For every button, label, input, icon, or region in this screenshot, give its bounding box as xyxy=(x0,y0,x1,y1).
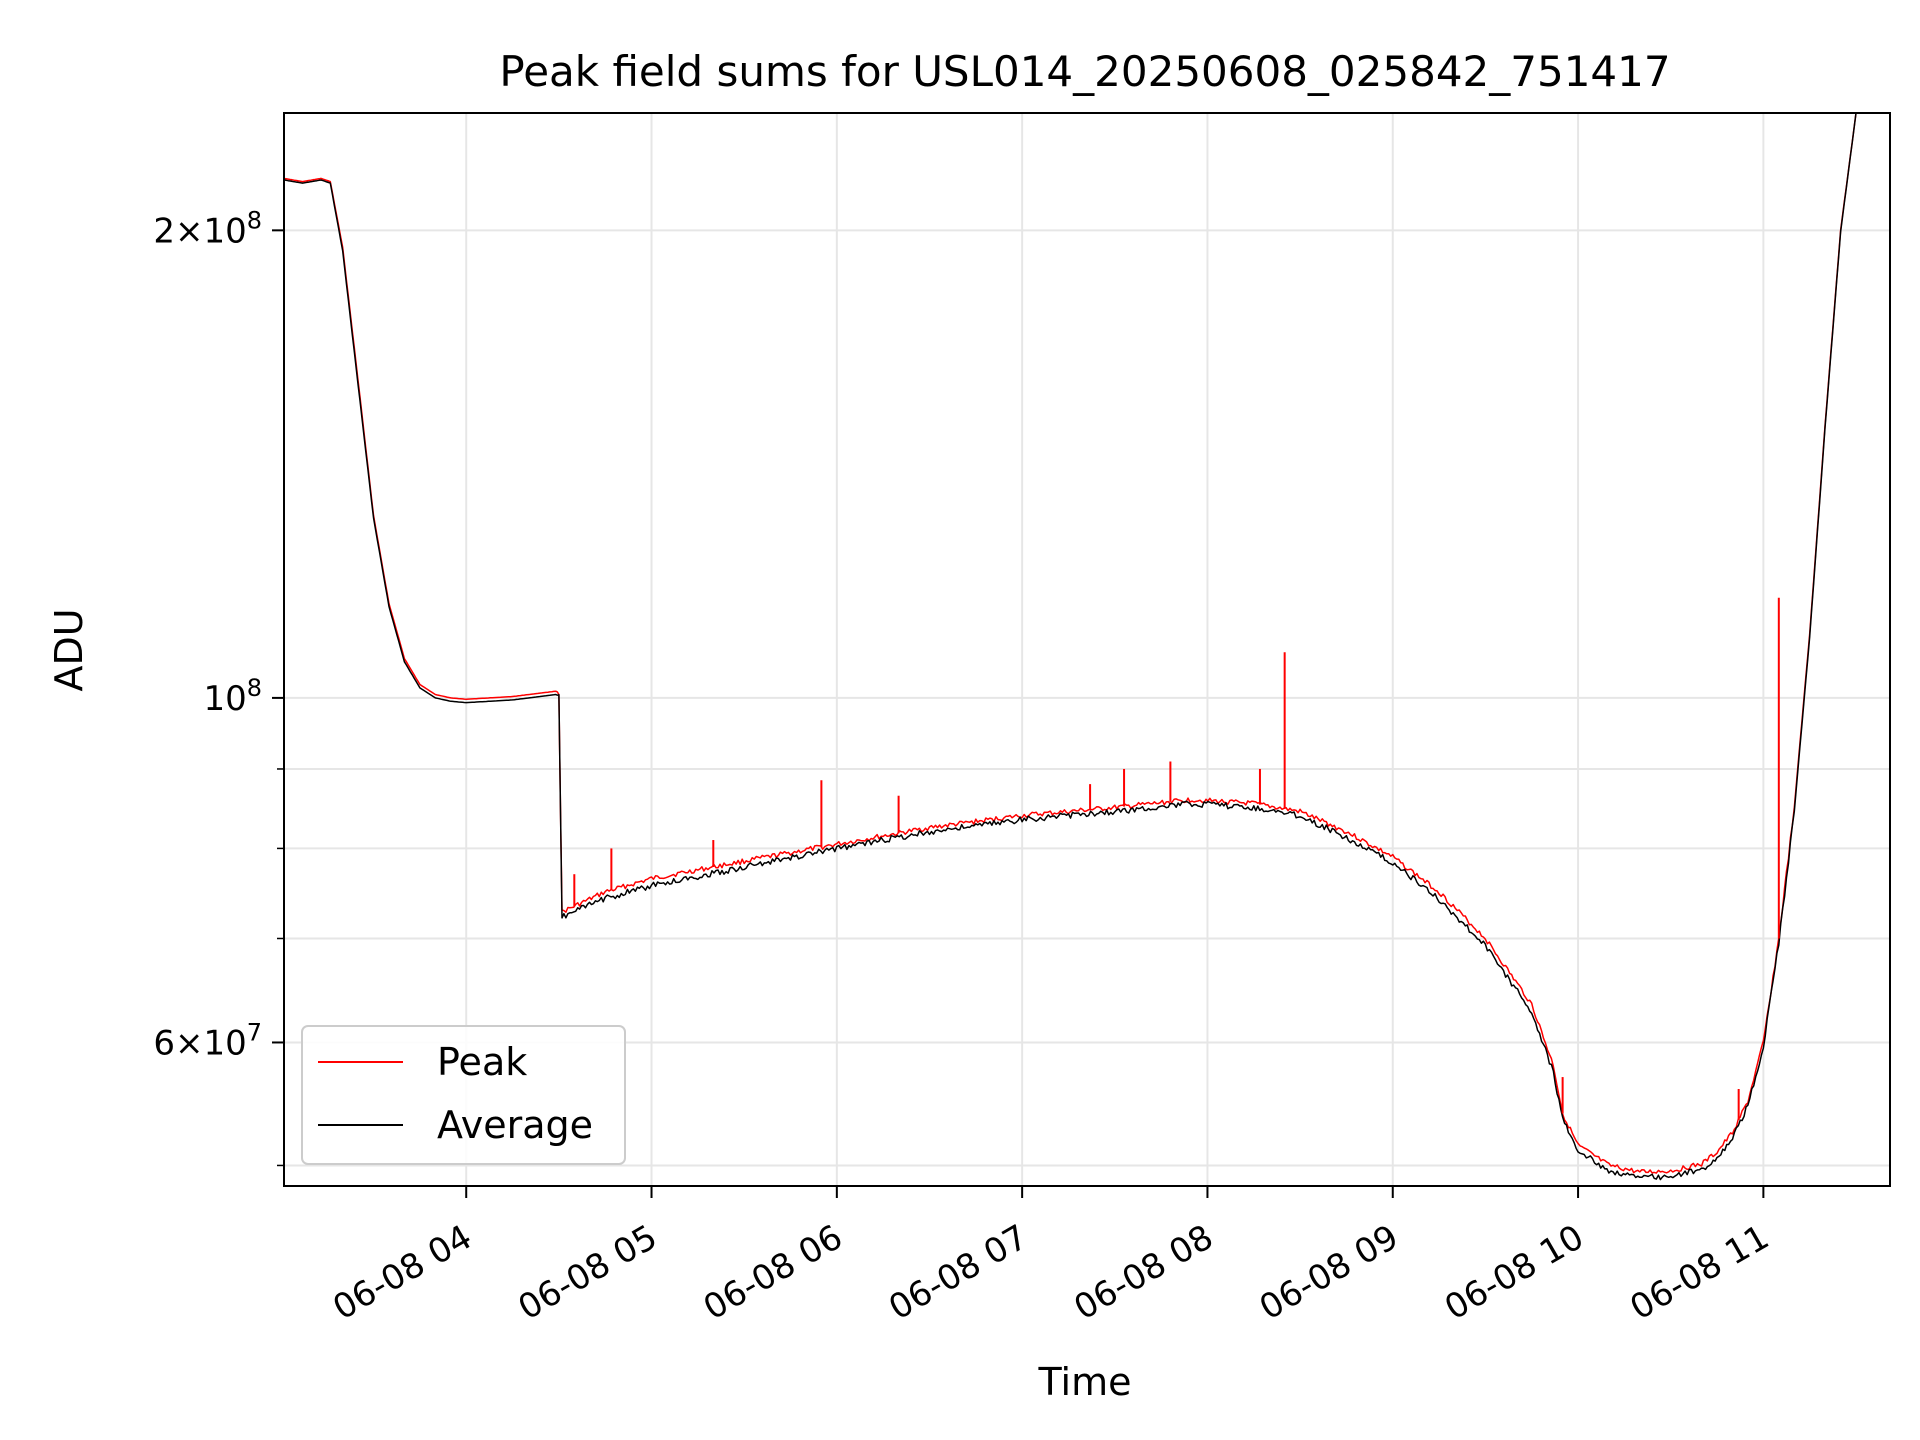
series-line-average xyxy=(284,113,1890,1181)
legend-box xyxy=(301,1025,626,1165)
x-axis-label: Time xyxy=(1038,1360,1132,1404)
plot-frame xyxy=(283,112,1891,1187)
series-layer xyxy=(284,113,1890,1181)
legend-label-average: Average xyxy=(437,1103,593,1147)
y-axis-label: ADU xyxy=(47,608,91,691)
y-tick-label: 6×107 xyxy=(153,1018,262,1063)
y-tick-label: 108 xyxy=(203,674,262,719)
y-axis: 108 2×108 6×107 xyxy=(153,206,284,1167)
legend-label-peak: Peak xyxy=(437,1040,527,1084)
y-tick-label: 2×108 xyxy=(153,206,262,251)
legend: Peak Average xyxy=(301,1025,626,1165)
series-line-peak xyxy=(284,113,1890,1174)
chart-title: Peak field sums for USL014_20250608_0258… xyxy=(499,47,1670,96)
